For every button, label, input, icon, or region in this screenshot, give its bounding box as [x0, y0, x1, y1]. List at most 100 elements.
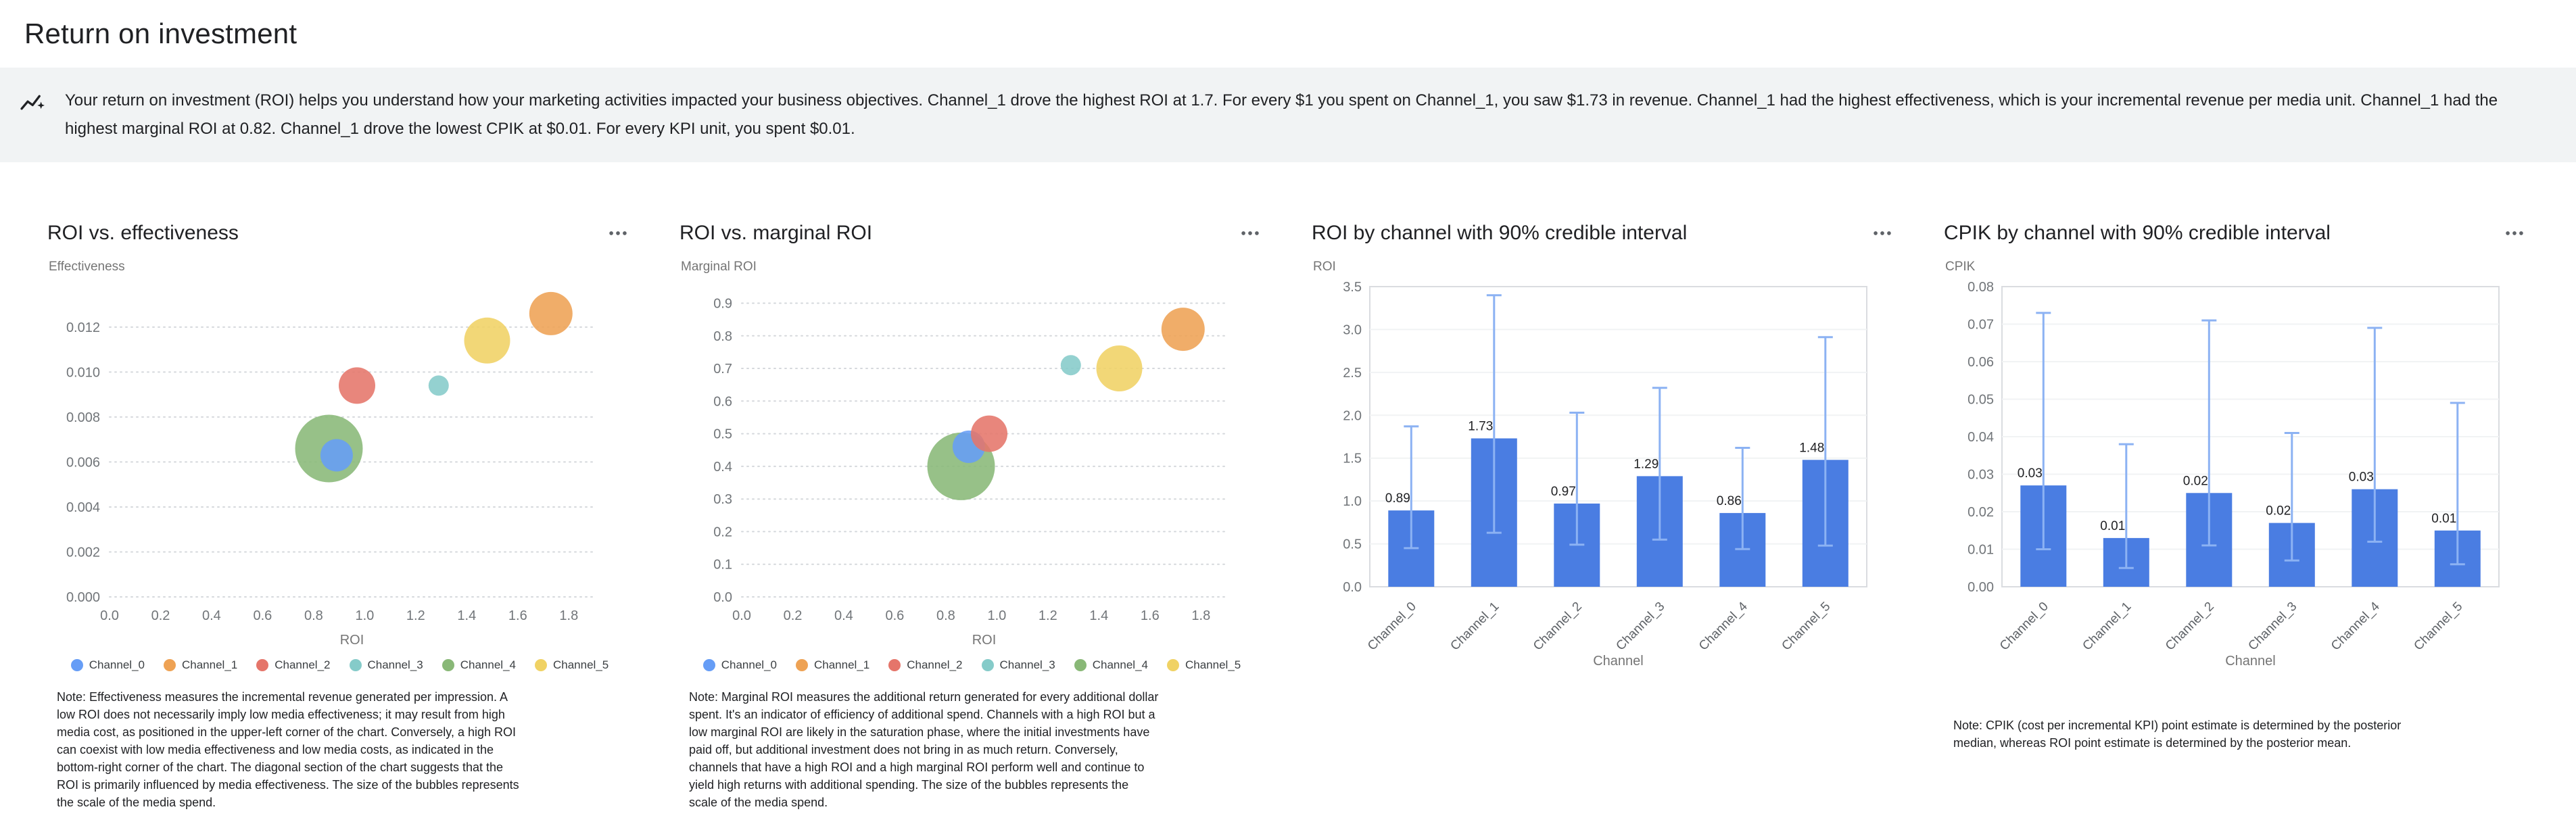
legend-label: Channel_4	[460, 658, 516, 671]
bubble-channel_2	[971, 415, 1007, 452]
legend-label: Channel_0	[721, 658, 777, 671]
x-tick-label: 0.4	[834, 608, 853, 623]
legend-item-channel_0: Channel_0	[702, 658, 777, 672]
x-axis-label: Channel	[1593, 654, 1644, 669]
bar-value-label: 1.48	[1799, 441, 1824, 455]
y-tick-label: 0.010	[66, 365, 100, 380]
x-tick-label: 1.0	[987, 608, 1006, 623]
y-tick-label: 0.06	[1967, 355, 1994, 370]
legend-item-channel_5: Channel_5	[1167, 658, 1241, 672]
legend-dot	[535, 659, 547, 671]
category-label: Channel_1	[1448, 600, 1502, 654]
legend-dot	[70, 659, 83, 671]
x-tick-label: 0.0	[100, 608, 119, 623]
bar-value-label: 0.89	[1385, 491, 1410, 506]
bar-value-label: 0.86	[1717, 494, 1742, 508]
legend-dot	[442, 659, 454, 671]
bar-value-label: 0.03	[2018, 466, 2043, 481]
x-axis-label: ROI	[972, 633, 997, 648]
x-tick-label: 1.6	[508, 608, 527, 623]
card-header: ROI by channel with 90% credible interva…	[1312, 218, 1897, 249]
more-options-icon[interactable]	[1236, 219, 1264, 247]
category-label: Channel_0	[1997, 600, 2051, 654]
y-tick-label: 3.5	[1343, 280, 1362, 295]
y-tick-label: 1.5	[1343, 452, 1362, 466]
category-label: Channel_5	[1779, 600, 1833, 654]
x-tick-label: 0.0	[732, 608, 751, 623]
y-tick-label: 0.6	[713, 394, 732, 409]
chart-title: ROI by channel with 90% credible interva…	[1312, 222, 1688, 244]
y-tick-label: 0.03	[1967, 468, 1994, 483]
bar-value-label: 0.03	[2349, 470, 2374, 485]
bubble-channel_5	[464, 317, 510, 364]
y-tick-label: 0.3	[713, 492, 732, 507]
legend-item-channel_5: Channel_5	[535, 658, 609, 672]
legend-dot	[1167, 659, 1179, 671]
y-axis-label: ROI	[1313, 260, 1336, 274]
x-tick-label: 0.6	[885, 608, 904, 623]
category-label: Channel_2	[2163, 600, 2217, 654]
x-tick-label: 1.4	[1089, 608, 1108, 623]
chart-note: Note: CPIK (cost per incremental KPI) po…	[1953, 719, 2402, 750]
y-tick-label: 0.012	[66, 320, 100, 335]
y-tick-label: 3.0	[1343, 322, 1362, 337]
page-header: Return on investment	[0, 0, 2576, 50]
chart-legend: Channel_0 Channel_1 Channel_2 Channel_3 Chan…	[679, 658, 1264, 672]
bubble-channel_5	[1096, 345, 1143, 391]
y-tick-label: 0.9	[713, 297, 732, 312]
x-tick-label: 0.4	[202, 608, 221, 623]
category-label: Channel_2	[1531, 600, 1585, 654]
chart-title: CPIK by channel with 90% credible interv…	[1944, 222, 2331, 244]
y-tick-label: 0.08	[1967, 280, 1994, 295]
legend-item-channel_4: Channel_4	[442, 658, 516, 672]
more-options-icon[interactable]	[604, 219, 632, 247]
bar-value-label: 0.02	[2183, 474, 2208, 488]
y-axis-label: CPIK	[1945, 260, 1976, 274]
chart-card-roi-effectiveness: ROI vs. effectiveness Effectiveness 0.00…	[47, 218, 632, 811]
roi-effectiveness-plot: 0.000 0.002 0.004 0.006 0.008 0.010 0.012 0.0 0.…	[47, 276, 632, 654]
legend-label: Channel_2	[275, 658, 331, 671]
more-options-icon[interactable]	[2500, 219, 2529, 247]
legend-label: Channel_3	[367, 658, 423, 671]
y-tick-label: 0.004	[66, 500, 100, 515]
legend-label: Channel_5	[553, 658, 609, 671]
cpik-by-channel-plot: 0.00 0.01 0.02 0.03 0.04 0.05 0.06 0.07 0.08 0.03…	[1944, 276, 2529, 708]
legend-item-channel_1: Channel_1	[164, 658, 237, 672]
x-tick-label: 0.2	[784, 608, 803, 623]
x-tick-label: 0.6	[253, 608, 272, 623]
chart-title: ROI vs. marginal ROI	[679, 222, 873, 244]
chart-legend: Channel_0 Channel_1 Channel_2 Channel_3 Chan…	[47, 658, 632, 672]
category-label: Channel_5	[2411, 600, 2465, 654]
legend-item-channel_0: Channel_0	[70, 658, 145, 672]
legend-dot	[981, 659, 994, 671]
y-tick-label: 0.008	[66, 410, 100, 425]
legend-item-channel_1: Channel_1	[796, 658, 869, 672]
bar-value-label: 0.01	[2100, 519, 2125, 533]
insights-icon	[18, 88, 47, 118]
y-tick-label: 0.5	[713, 427, 732, 442]
legend-item-channel_2: Channel_2	[888, 658, 963, 672]
x-tick-label: 0.8	[936, 608, 955, 623]
y-tick-label: 0.5	[1343, 537, 1362, 552]
y-tick-label: 0.8	[713, 329, 732, 344]
roi-marginal-roi-plot: 0.0 0.1 0.2 0.3 0.4 0.5 0.6 0.7 0.8 0.9 0.0 0.2 0.4 0…	[679, 276, 1264, 654]
more-options-icon[interactable]	[1868, 219, 1897, 247]
bubble-channel_2	[339, 367, 375, 404]
category-label: Channel_3	[2245, 600, 2299, 654]
legend-dot	[702, 659, 715, 671]
legend-item-channel_2: Channel_2	[256, 658, 331, 672]
legend-item-channel_4: Channel_4	[1074, 658, 1148, 672]
x-tick-label: 1.2	[406, 608, 425, 623]
bubble-channel_3	[1060, 355, 1081, 376]
category-label: Channel_1	[2080, 600, 2134, 654]
card-header: CPIK by channel with 90% credible interv…	[1944, 218, 2529, 249]
y-tick-label: 0.02	[1967, 505, 1994, 520]
y-tick-label: 0.07	[1967, 318, 1994, 333]
legend-item-channel_3: Channel_3	[981, 658, 1055, 672]
x-tick-label: 1.6	[1141, 608, 1160, 623]
y-tick-label: 0.01	[1967, 543, 1994, 558]
charts-row: ROI vs. effectiveness Effectiveness 0.00…	[0, 218, 2576, 811]
chart-card-roi-marginal-roi: ROI vs. marginal ROI Marginal ROI 0.0 0.1…	[679, 218, 1264, 811]
legend-label: Channel_3	[999, 658, 1055, 671]
x-tick-label: 1.2	[1039, 608, 1057, 623]
